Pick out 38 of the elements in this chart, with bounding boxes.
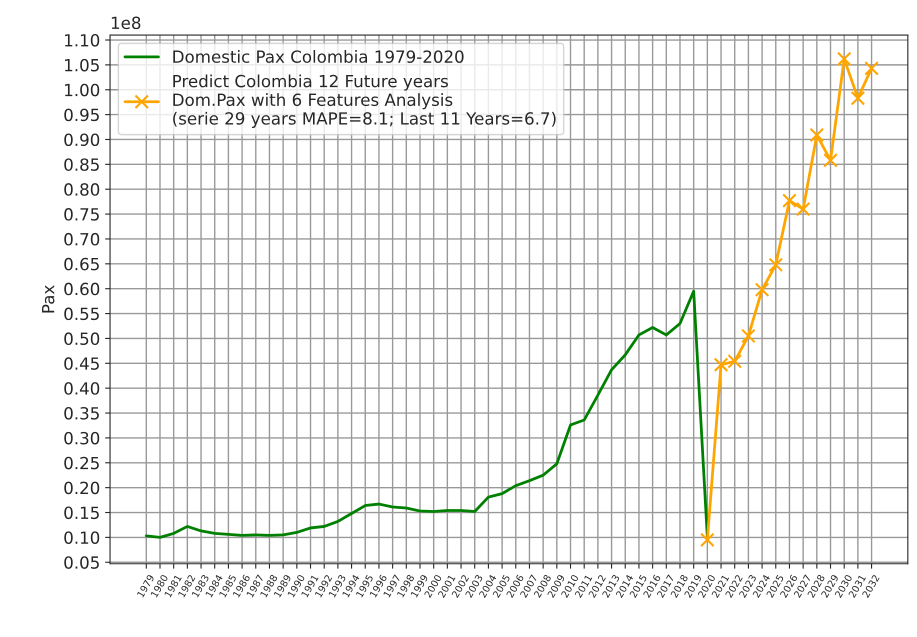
point [850,90,866,106]
y-tick-label: 0.10 [64,531,100,544]
y-tick-label: 1.05 [65,58,99,72]
legend-label: Predict Colombia 12 Future years Dom.Pax with 6 Features Analysis (serie 29 years MAPE=8.1; Last 11 Years=6.7) [173,74,556,128]
point [836,52,852,66]
point [796,202,810,216]
y-tick-label: 0.80 [64,183,100,196]
y-tick-label: 0.90 [64,133,100,146]
point [823,153,838,168]
y-tick-label: 0.65 [64,258,99,270]
y-tick-label: 0.25 [64,456,99,470]
y-axis-title: Pax [42,285,54,312]
y-tick-label: 0.45 [64,357,99,370]
y-tick-label: 0.30 [64,432,100,444]
point [741,328,756,344]
point [700,532,715,548]
text: 1e8 [112,16,140,30]
legend-label: Domestic Pax Colombia 1979-2020 [173,50,464,63]
point [810,128,824,142]
y-tick-label: 0.20 [64,482,100,494]
line-series [144,290,709,539]
y-tick-label: 0.75 [64,208,99,221]
y-tick-label: 0.40 [64,382,100,395]
y-tick-label: 0.55 [64,308,99,320]
y-tick-label: 0.35 [64,407,99,420]
y-tick-label: 0.50 [64,332,100,346]
y-tick-label: 1.10 [65,34,100,47]
point [768,258,784,272]
y-tick-label: 0.95 [64,108,99,122]
point [782,193,797,208]
y-tick-label: 1.00 [65,84,100,96]
point [864,61,879,76]
y-tick-label: 0.05 [64,556,99,569]
point [754,282,770,297]
y-tick-label: 0.85 [64,158,99,171]
y-tick-label: 0.70 [64,232,100,246]
y-tick-label: 0.15 [64,506,99,520]
y-tick-label: 0.60 [64,282,100,296]
